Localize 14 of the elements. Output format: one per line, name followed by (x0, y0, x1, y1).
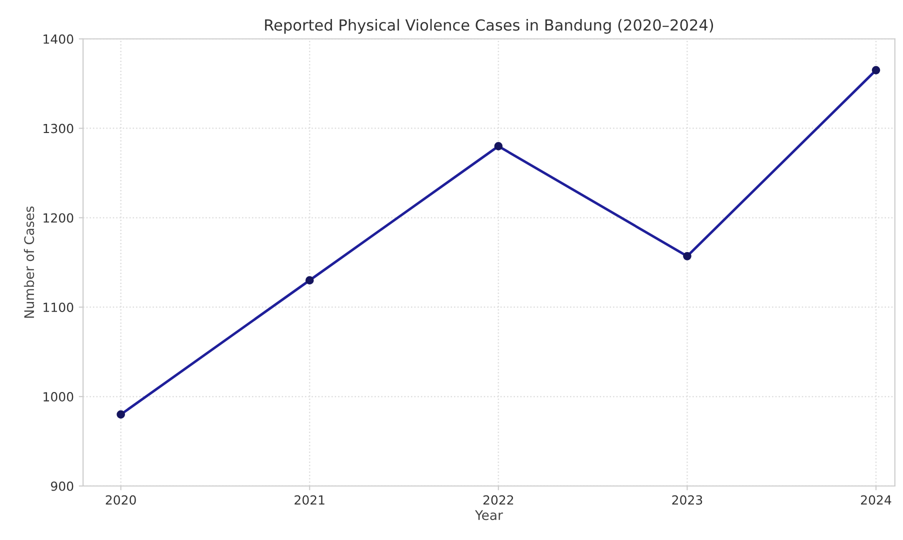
x-tick-label: 2023 (672, 495, 702, 505)
y-tick-label: 1100 (44, 302, 74, 312)
y-tick-label: 1200 (44, 213, 74, 223)
x-tick-label: 2024 (861, 495, 892, 505)
y-tick-label: 1400 (44, 34, 74, 44)
y-axis-title: Number of Cases (24, 206, 34, 318)
x-tick-label: 2022 (483, 495, 514, 505)
x-tick-label: 2021 (294, 495, 324, 505)
y-tick-label: 900 (50, 481, 74, 491)
chart-title: Reported Physical Violence Cases in Bandung (2020–2024) (265, 18, 714, 34)
y-tick-label: 1300 (44, 124, 74, 134)
y-tick-label: 1000 (44, 392, 74, 402)
x-axis-title: Year (474, 510, 503, 520)
x-tick-label: 2020 (106, 495, 136, 505)
